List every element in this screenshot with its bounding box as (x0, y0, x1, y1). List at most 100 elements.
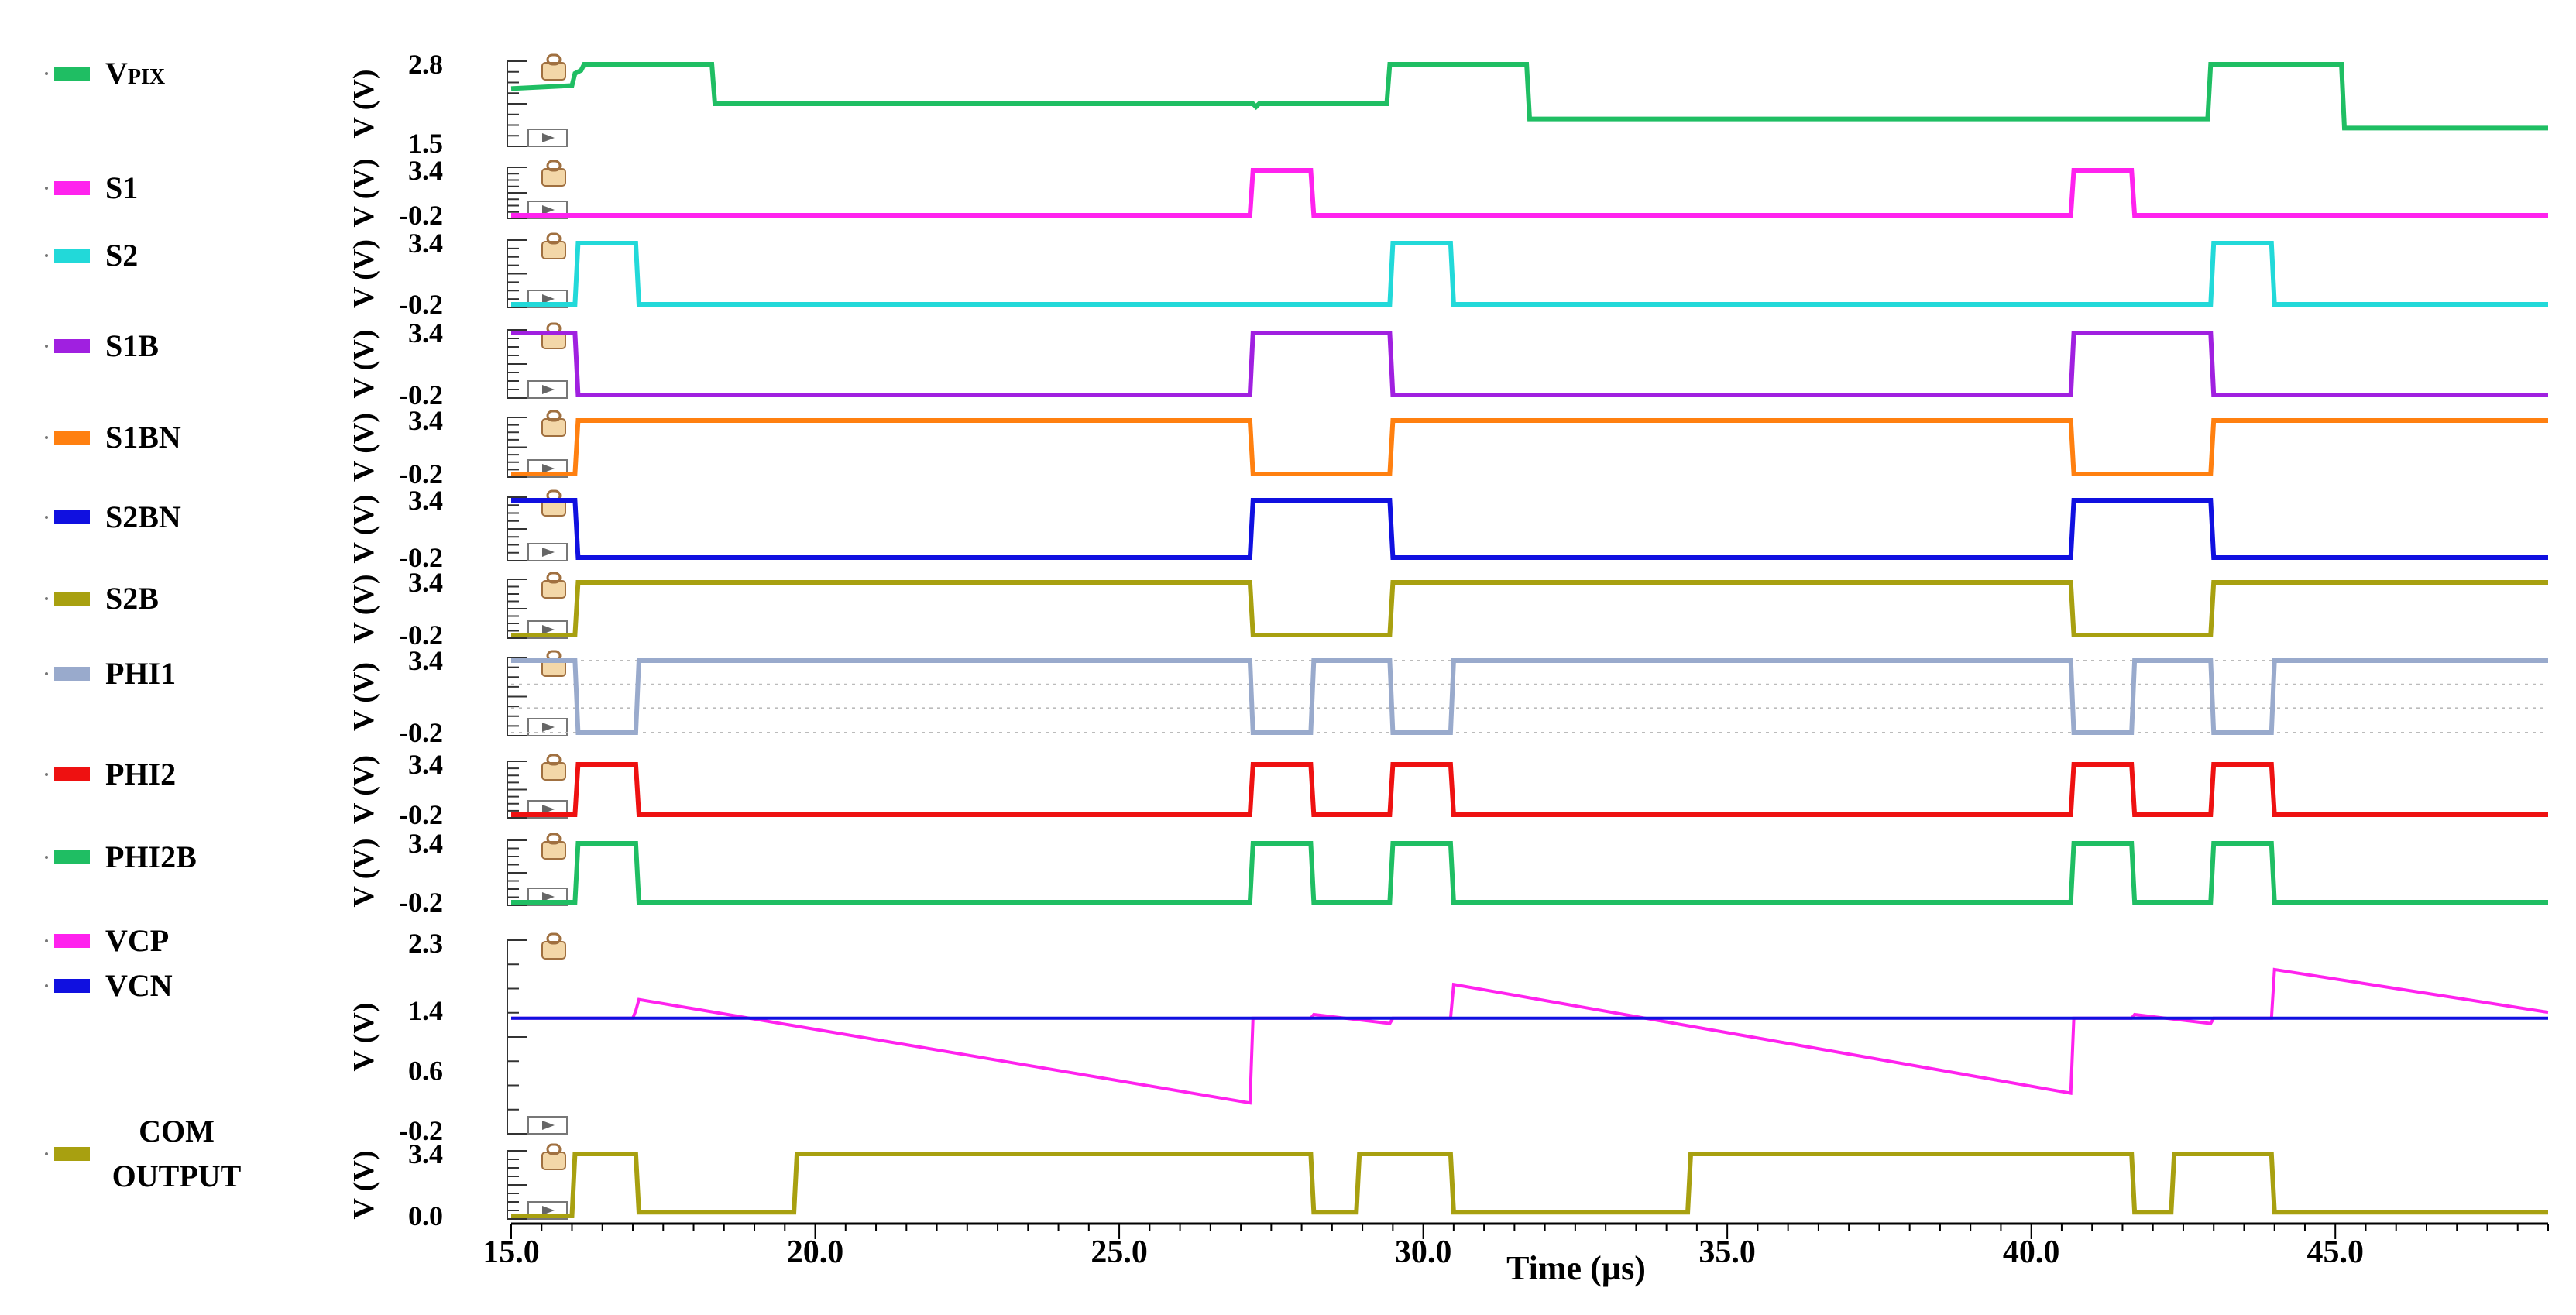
play-icon[interactable] (527, 718, 568, 736)
y-tick-label: -0.2 (399, 1115, 443, 1146)
y-tick-label: 3.4 (408, 828, 443, 859)
y-tick-ruler (507, 579, 527, 639)
y-tick-ruler (507, 329, 527, 399)
y-tick-label: 1.5 (408, 128, 443, 159)
y-tick-label: -0.2 (399, 887, 443, 918)
y-tick-ruler (507, 167, 527, 219)
series-line-phi2 (511, 762, 2548, 817)
legend-label: PHI1 (105, 656, 176, 691)
series-line-s2b (511, 580, 2548, 637)
play-icon[interactable] (527, 380, 568, 399)
legend-label: VPIX (105, 56, 165, 91)
panel-8: V (V) 3.4 -0.2 PHI1 (45, 645, 2548, 748)
legend-item: S1B (45, 328, 159, 363)
legend-item: VCP (45, 923, 169, 958)
y-tick-label: 3.4 (408, 405, 443, 436)
legend-swatch (54, 979, 90, 993)
legend-swatch (54, 767, 90, 781)
legend-label: S1 (105, 170, 138, 205)
legend-swatch (54, 431, 90, 445)
y-tick-label: -0.2 (399, 717, 443, 748)
lock-icon[interactable] (541, 572, 566, 599)
lock-icon[interactable] (541, 322, 566, 349)
lock-icon[interactable] (541, 232, 566, 259)
y-tick-label: -0.2 (399, 289, 443, 320)
y-tick-ruler (507, 417, 527, 478)
y-tick-label: 3.4 (408, 749, 443, 780)
lock-icon[interactable] (541, 160, 566, 187)
series-line-phi2b (511, 841, 2548, 905)
x-tick-label: 20.0 (787, 1234, 844, 1270)
y-tick-ruler (507, 1150, 527, 1220)
series-line-s2bn (511, 498, 2548, 560)
y-tick-ruler (507, 839, 527, 906)
y-tick-label: 3.4 (408, 318, 443, 348)
y-tick-label: 3.4 (408, 645, 443, 676)
play-icon[interactable] (527, 1116, 568, 1135)
legend-item: VPIX (45, 56, 165, 91)
lock-icon[interactable] (541, 1143, 566, 1170)
panel-9: V (V) 3.4 -0.2 PHI2 (45, 749, 2548, 830)
x-tick-label: 15.0 (483, 1234, 540, 1270)
y-tick-label: -0.2 (399, 379, 443, 410)
panel-10: V (V) 3.4 -0.2 PHI2B (45, 828, 2548, 918)
y-tick-label: 3.4 (408, 567, 443, 598)
legend-label: PHI2 (105, 757, 176, 791)
legend-item: PHI2 (45, 757, 176, 791)
legend-swatch (54, 339, 90, 353)
legend-swatch (54, 249, 90, 263)
legend-label: S1B (105, 328, 159, 363)
y-axis-unit-label: V (V) (348, 494, 380, 563)
legend-label: OUTPUT (112, 1159, 242, 1193)
legend-swatch (54, 510, 90, 524)
lock-icon[interactable] (541, 489, 566, 517)
legend-label: S2B (105, 581, 159, 616)
y-tick-ruler (507, 939, 527, 1135)
series-line-v (510, 62, 2548, 131)
panel-3: V (V) 3.4 -0.2 S2 (45, 228, 2548, 320)
y-axis-unit-label: V (V) (348, 413, 380, 482)
play-icon[interactable] (527, 129, 568, 147)
legend-swatch (54, 667, 90, 681)
y-tick-label: 3.4 (408, 228, 443, 259)
series-line-com-output (511, 1152, 2548, 1218)
series-line-vcp (511, 967, 2549, 1105)
legend-swatch (54, 592, 90, 606)
panel-6: V (V) 3.4 -0.2 S2BN (45, 485, 2548, 573)
legend-label: S2BN (105, 500, 181, 534)
y-tick-ruler (507, 239, 527, 308)
x-axis-label: Time (µs) (1506, 1249, 1646, 1287)
lock-icon[interactable] (541, 754, 566, 781)
y-tick-label: 3.4 (408, 485, 443, 516)
legend-swatch (54, 181, 90, 195)
y-axis-unit-label: V (V) (348, 755, 380, 824)
y-tick-label: -0.2 (399, 542, 443, 573)
lock-icon[interactable] (541, 410, 566, 437)
y-tick-label: 1.4 (408, 995, 443, 1026)
lock-icon[interactable] (541, 53, 566, 81)
legend-swatch (54, 67, 90, 81)
lock-icon[interactable] (541, 932, 566, 960)
y-axis-unit-label: V (V) (348, 662, 380, 731)
y-tick-label: 2.3 (408, 928, 443, 959)
series-line-s2 (511, 241, 2548, 307)
legend-item: PHI2B (45, 839, 197, 874)
y-tick-label: -0.2 (399, 620, 443, 651)
panel-11: V (V) 2.3 1.4 0.6 -0.2 VCP VCN (45, 923, 2549, 1146)
legend-swatch (54, 1147, 90, 1161)
y-axis-unit-label: V (V) (348, 158, 380, 227)
x-tick-label: 30.0 (1395, 1234, 1452, 1270)
legend-label: VCP (105, 923, 169, 958)
play-icon[interactable] (527, 543, 568, 561)
y-tick-ruler (507, 657, 527, 736)
legend-item: S2BN (45, 500, 181, 534)
lock-icon[interactable] (541, 650, 566, 677)
legend-label: COM (139, 1114, 215, 1148)
y-tick-ruler (507, 761, 527, 819)
y-axis-unit-label: V (V) (348, 69, 380, 138)
lock-icon[interactable] (541, 833, 566, 860)
legend-swatch (54, 850, 90, 864)
y-tick-label: 3.4 (408, 1138, 443, 1169)
panel-2: V (V) 3.4 -0.2 S1 (45, 155, 2548, 231)
